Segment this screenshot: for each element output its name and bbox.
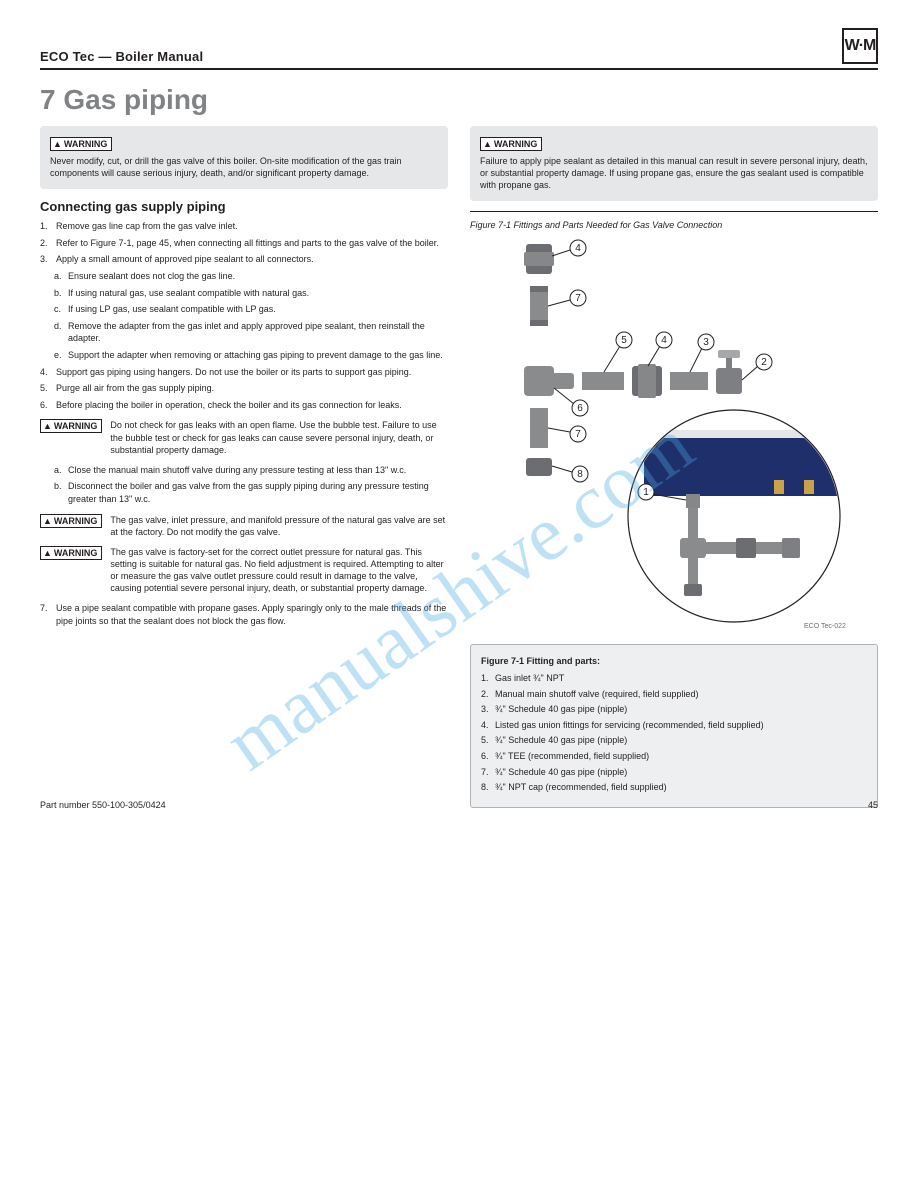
warning-label-icon: WARNING [40, 546, 102, 560]
page-footer: Part number 550-100-305/0424 45 [40, 800, 878, 810]
legend-item: ¾" Schedule 40 gas pipe (nipple) [495, 734, 627, 747]
list-text: Disconnect the boiler and gas valve from… [68, 480, 448, 505]
svg-text:4: 4 [661, 335, 667, 346]
page-header: ECO Tec — Boiler Manual W·M [40, 28, 878, 70]
brand-logo: W·M [842, 28, 878, 64]
figure-caption: Figure 7-1 Fittings and Parts Needed for… [470, 220, 878, 230]
body-paragraph: 7.Use a pipe sealant compatible with pro… [40, 602, 448, 627]
warning-text: The gas valve is factory-set for the cor… [110, 546, 448, 595]
list-text: Use a pipe sealant compatible with propa… [56, 602, 448, 627]
list-text: Remove the adapter from the gas inlet an… [68, 320, 448, 345]
list-text: Close the manual main shutoff valve duri… [68, 464, 406, 477]
list-text: Purge all air from the gas supply piping… [56, 382, 214, 395]
svg-text:ECO Tec-022: ECO Tec-022 [804, 623, 846, 630]
list-text: If using LP gas, use sealant compatible … [68, 303, 276, 316]
warning-text: Do not check for gas leaks with an open … [110, 419, 448, 455]
list-text: Before placing the boiler in operation, … [56, 399, 402, 412]
list-text: Remove gas line cap from the gas valve i… [56, 220, 238, 233]
legend-list: 1.Gas inlet ¾" NPT 2.Manual main shutoff… [481, 672, 867, 794]
warning-box: WARNING Never modify, cut, or drill the … [40, 126, 448, 189]
svg-text:4: 4 [575, 243, 581, 254]
header-title: ECO Tec — Boiler Manual [40, 49, 203, 64]
legend-item: Listed gas union fittings for servicing … [495, 719, 764, 732]
warning-text: Failure to apply pipe sealant as detaile… [480, 155, 868, 191]
list-text: If using natural gas, use sealant compat… [68, 287, 309, 300]
inline-warning: WARNING Do not check for gas leaks with … [40, 419, 448, 455]
svg-text:8: 8 [577, 469, 583, 480]
legend-item: ¾" NPT cap (recommended, field supplied) [495, 781, 667, 794]
list-text: Apply a small amount of approved pipe se… [56, 253, 314, 266]
list-text: Refer to Figure 7-1, page 45, when conne… [56, 237, 439, 250]
svg-text:6: 6 [577, 403, 583, 414]
right-column: WARNING Failure to apply pipe sealant as… [470, 126, 878, 808]
warning-label-icon: WARNING [480, 137, 542, 151]
warning-label-icon: WARNING [40, 419, 102, 433]
inline-warning: WARNING The gas valve, inlet pressure, a… [40, 514, 448, 538]
figure-legend-box: Figure 7-1 Fitting and parts: 1.Gas inle… [470, 644, 878, 807]
inline-warning: WARNING The gas valve is factory-set for… [40, 546, 448, 595]
section-title: 7 Gas piping [40, 84, 878, 116]
divider [470, 211, 878, 212]
svg-text:2: 2 [761, 357, 767, 368]
legend-item: ¾" TEE (recommended, field supplied) [495, 750, 649, 763]
svg-text:3: 3 [703, 337, 709, 348]
list-text: Support the adapter when removing or att… [68, 349, 443, 362]
warning-text: Never modify, cut, or drill the gas valv… [50, 155, 438, 179]
subheading: Connecting gas supply piping [40, 199, 448, 214]
svg-text:7: 7 [575, 293, 581, 304]
list-text: Support gas piping using hangers. Do not… [56, 366, 411, 379]
warning-box: WARNING Failure to apply pipe sealant as… [470, 126, 878, 201]
warning-label-icon: WARNING [40, 514, 102, 528]
legend-item: ¾" Schedule 40 gas pipe (nipple) [495, 766, 627, 779]
list-text: Ensure sealant does not clog the gas lin… [68, 270, 235, 283]
warning-label-icon: WARNING [50, 137, 112, 151]
svg-text:7: 7 [575, 429, 581, 440]
legend-title: Figure 7-1 Fitting and parts: [481, 655, 867, 668]
sub-list: a.Close the manual main shutoff valve du… [40, 464, 448, 506]
page-number: 45 [868, 800, 878, 810]
left-column: WARNING Never modify, cut, or drill the … [40, 126, 448, 808]
warning-text: The gas valve, inlet pressure, and manif… [110, 514, 448, 538]
part-number: Part number 550-100-305/0424 [40, 800, 166, 810]
svg-text:5: 5 [621, 335, 627, 346]
parts-diagram: 4 7 5 4 3 2 6 7 8 [470, 236, 878, 636]
legend-item: Manual main shutoff valve (required, fie… [495, 688, 698, 701]
legend-item: Gas inlet ¾" NPT [495, 672, 564, 685]
svg-text:1: 1 [643, 487, 649, 498]
legend-item: ¾" Schedule 40 gas pipe (nipple) [495, 703, 627, 716]
numbered-list: 1.Remove gas line cap from the gas valve… [40, 220, 448, 411]
